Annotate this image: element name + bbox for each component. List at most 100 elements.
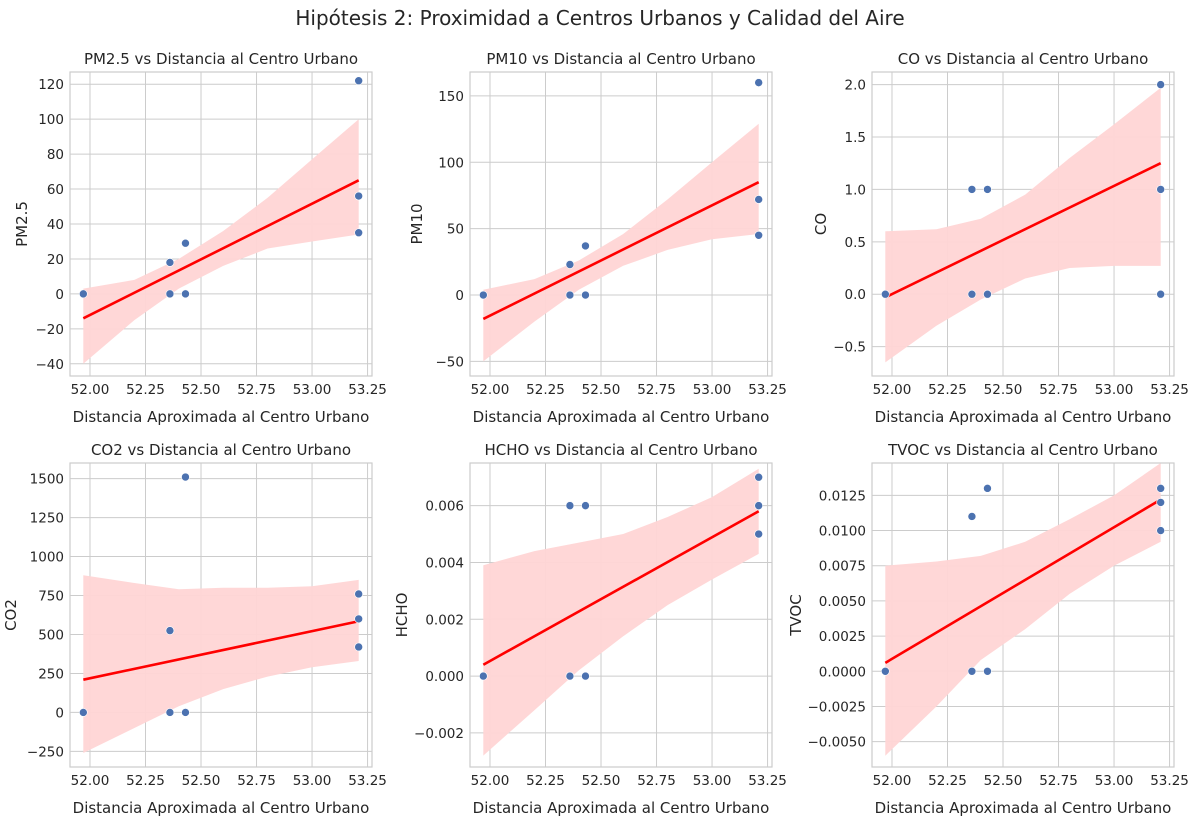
data-point [881,666,890,676]
data-point [967,185,977,194]
regression-line [83,619,359,681]
data-point [967,666,977,676]
y-tick-label: −50 [436,354,465,370]
subplot-title: CO vs Distancia al Centro Urbano [898,50,1149,68]
data-point [581,241,590,251]
y-tick-label: 0 [455,288,464,304]
x-tick-label: 52.50 [582,773,621,789]
plot-frame [69,462,373,768]
x-tick-label: 52.75 [237,382,276,398]
x-tick-label: 52.00 [873,382,912,398]
plot-frame [871,462,1175,768]
y-tick-label: 0.0125 [819,488,866,504]
y-tick-label: 0.0 [845,287,866,303]
data-point [754,230,763,240]
x-tick-label: 53.00 [1095,773,1134,789]
plot-frame [469,71,773,377]
x-axis-label: Distancia Aproximada al Centro Urbano [73,408,370,426]
y-tick-label: −0.0025 [807,699,866,715]
x-tick-label: 52.25 [526,773,565,789]
y-tick-label: 1500 [30,472,64,488]
y-tick-label: 0.006 [425,499,464,515]
confidence-band [483,123,759,362]
figure-title: Hipótesis 2: Proximidad a Centros Urbano… [295,6,905,30]
x-tick-label: 52.75 [1039,773,1078,789]
data-point [983,289,992,299]
x-tick-label: 53.25 [748,382,787,398]
x-axis-label: Distancia Aproximada al Centro Urbano [73,799,370,817]
data-point [581,290,590,300]
x-tick-label: 53.00 [293,382,332,398]
data-point [754,501,763,510]
y-tick-label: 750 [38,589,64,605]
confidence-band [83,575,359,753]
x-tick-label: 53.00 [1095,382,1134,398]
y-tick-label: 120 [38,77,64,93]
y-tick-label: 1.0 [845,182,866,198]
x-axis-label: Distancia Aproximada al Centro Urbano [875,408,1172,426]
y-tick-label: 0.0100 [819,524,866,540]
data-point [181,708,190,717]
x-tick-label: 53.25 [348,773,387,789]
y-tick-label: −250 [27,744,64,760]
y-tick-label: 50 [447,222,464,238]
y-tick-label: 20 [47,252,64,268]
plot-frame [69,71,373,377]
x-tick-label: 52.00 [471,773,510,789]
data-point [479,290,488,300]
data-point [165,708,175,717]
subplot-title: CO2 vs Distancia al Centro Urbano [91,441,351,459]
y-axis-label: CO [812,213,830,235]
data-point [1156,498,1165,507]
subplot-title: HCHO vs Distancia al Centro Urbano [484,441,757,459]
subplot-title: PM10 vs Distancia al Centro Urbano [486,50,755,68]
data-point [181,472,190,482]
y-axis-label: PM2.5 [13,201,31,247]
data-point [1156,526,1165,535]
x-tick-label: 53.25 [748,773,787,789]
data-point [754,472,763,482]
data-point [1156,484,1165,493]
y-tick-label: 1250 [30,511,64,527]
y-tick-label: 2.0 [845,78,866,94]
y-axis-label: CO2 [2,599,20,631]
subplot-5: 52.00 52.25 52.50 52.75 53.00 53.25 −0.002 0.00… [393,441,787,817]
data-point [983,484,992,493]
y-tick-label: 150 [438,89,464,105]
y-tick-label: 60 [47,182,64,198]
data-point [165,289,175,299]
confidence-band [483,468,759,756]
regression-line [482,181,760,321]
x-tick-label: 52.25 [928,382,967,398]
data-point [581,501,590,510]
data-point [983,185,992,194]
subplot-1: 52.00 52.25 52.50 52.75 53.00 53.25 −40 −20 0 20 4… [13,50,387,426]
x-tick-label: 52.00 [873,773,912,789]
subplot-6: 52.00 52.25 52.50 52.75 53.00 53.25 −0.0050 −0.… [787,441,1189,817]
x-tick-label: 52.25 [928,773,967,789]
data-point [181,238,190,248]
x-tick-label: 52.25 [526,382,565,398]
x-tick-label: 53.25 [1150,773,1189,789]
y-tick-label: 500 [38,627,64,643]
y-tick-label: 0 [55,287,64,303]
data-point [1156,289,1165,299]
y-tick-label: −40 [36,357,65,373]
data-point [565,260,575,269]
data-point [967,289,977,299]
data-point [354,228,363,238]
data-point [983,666,992,676]
data-point [165,258,175,267]
y-tick-label: 0.0025 [819,629,866,645]
data-point [354,614,363,624]
y-tick-label: 100 [38,112,64,128]
x-tick-label: 52.50 [984,773,1023,789]
x-tick-label: 53.00 [293,773,332,789]
x-tick-label: 52.75 [637,773,676,789]
x-tick-label: 52.75 [237,773,276,789]
y-tick-label: 0.0000 [819,664,866,680]
subplot-4: 52.00 52.25 52.50 52.75 53.00 53.25 −250 0 250 50… [2,441,387,817]
x-tick-label: 52.50 [984,382,1023,398]
x-tick-label: 52.50 [182,382,221,398]
